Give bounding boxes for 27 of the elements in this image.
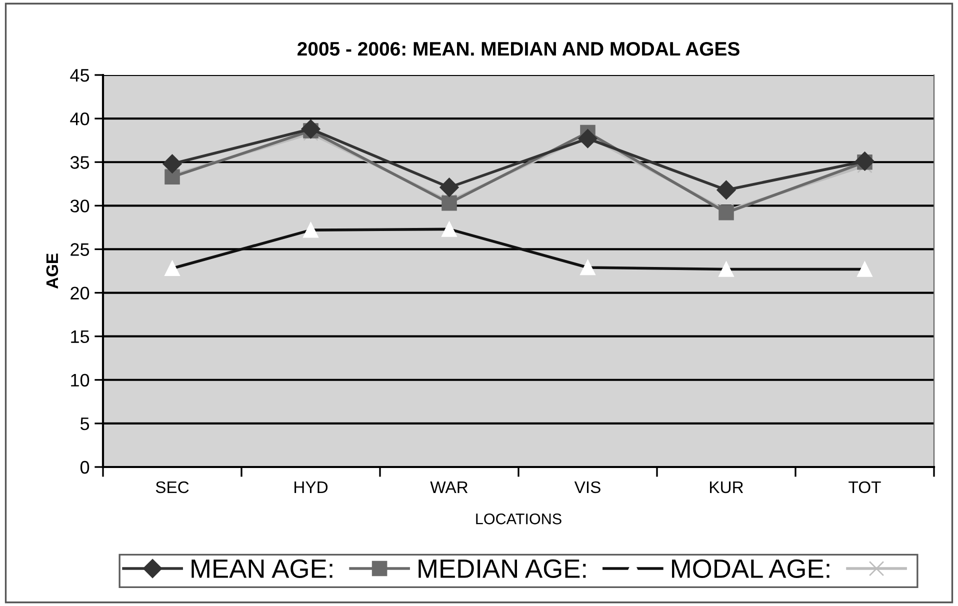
y-tick-label: 5: [80, 418, 90, 430]
point: [578, 129, 598, 148]
y-tick-label: 40: [70, 112, 90, 126]
y-tick-label: 10: [71, 374, 90, 387]
y-tick-label: 0: [80, 460, 90, 474]
legend-label: MEDIAN AGE:: [418, 559, 586, 578]
point: [716, 180, 736, 200]
point: [301, 119, 320, 139]
y-tick-label: 25: [70, 243, 90, 256]
point: [162, 154, 182, 174]
y-tick-label: 35: [70, 156, 90, 169]
x-tick-label: SEC: [156, 481, 189, 494]
y-tick-label: 30: [70, 200, 90, 212]
x-tick-label: VIS: [574, 481, 600, 494]
y-tick-label: 45: [70, 69, 90, 82]
legend-label: MEAN AGE:: [192, 559, 332, 578]
point: [440, 178, 459, 197]
y-axis-title: AGE: [46, 254, 58, 289]
x-axis-title: LOCATIONS: [476, 513, 562, 524]
legend-label: MODAL AGE:: [672, 559, 830, 578]
x-tick-label: TOT: [848, 481, 881, 494]
chart-title: 2005 - 2006: MEAN. MEDIAN AND MODAL AGES: [298, 42, 740, 56]
x-tick-label: HYD: [294, 482, 328, 493]
y-tick-label: 15: [71, 330, 90, 344]
x-tick-label: KUR: [710, 482, 744, 494]
x-tick-label: WAR: [430, 482, 468, 493]
y-tick-label: 20: [70, 286, 90, 300]
